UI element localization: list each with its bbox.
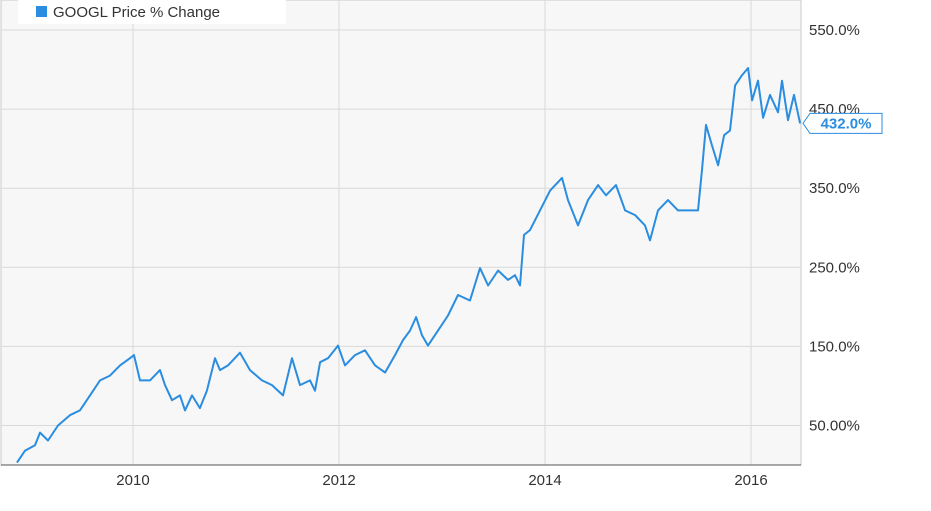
plot-area [0, 0, 802, 466]
x-tick-label: 2010 [116, 472, 149, 489]
grid: 50.00%150.0%250.0%350.0%450.0%550.0%2010… [1, 0, 860, 489]
legend-box [18, 0, 286, 24]
y-tick-label: 50.00% [809, 417, 860, 434]
y-tick-label: 250.0% [809, 259, 860, 276]
price-line [16, 67, 802, 464]
y-tick-label: 150.0% [809, 338, 860, 355]
x-tick-label: 2016 [734, 472, 767, 489]
x-tick-label: 2014 [528, 472, 561, 489]
y-tick-label: 350.0% [809, 180, 860, 197]
end-label-box [802, 112, 883, 134]
x-tick-label: 2012 [322, 472, 355, 489]
legend-swatch [36, 6, 47, 17]
marks: 432.0% [16, 67, 883, 464]
legend: GOOGL Price % Change [18, 0, 286, 24]
y-tick-label: 550.0% [809, 22, 860, 39]
end-label: 432.0% [802, 112, 883, 134]
legend-label: GOOGL Price % Change [53, 4, 220, 21]
end-label-text: 432.0% [821, 115, 872, 132]
